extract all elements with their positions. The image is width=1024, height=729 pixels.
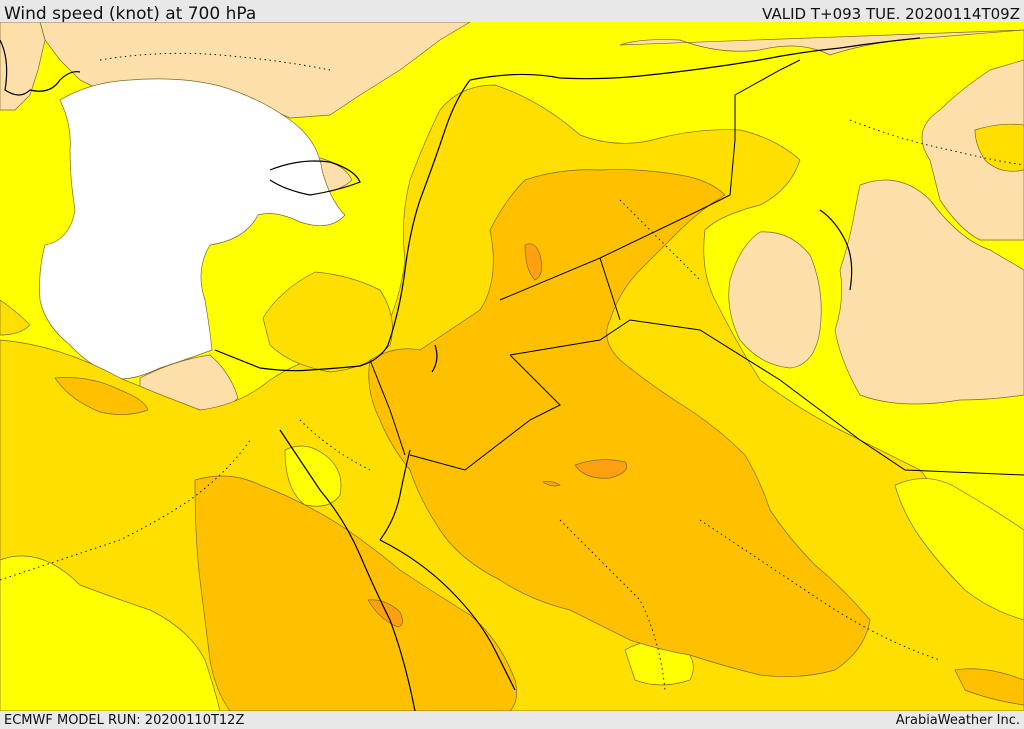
field-verystrong-4: [542, 481, 561, 487]
wind-speed-map[interactable]: [0, 22, 1024, 711]
field-strong-main: [368, 169, 871, 678]
field-low-east: [834, 179, 1024, 405]
field-low-west: [0, 22, 46, 111]
field-strong-nw: [54, 377, 149, 415]
footer-bar: [0, 711, 1024, 729]
admin-borders: [0, 52, 1024, 691]
field-low-iraq: [728, 231, 822, 369]
field-calm-med: [39, 78, 346, 380]
model-run: ECMWF MODEL RUN: 20200110T12Z: [4, 713, 245, 728]
header-bar: Wind speed (knot) at 700 hPa VALID T+093…: [0, 0, 1024, 24]
borders: [369, 59, 1024, 476]
field-moderate-sa: [262, 271, 393, 373]
field-moderate-west: [0, 299, 31, 336]
map-title: Wind speed (knot) at 700 hPa: [4, 4, 257, 24]
field-light-sinai: [284, 445, 342, 507]
field-light-se: [894, 478, 1024, 621]
field-strong-ne: [954, 668, 1024, 706]
field-light-south: [0, 555, 221, 711]
field-verystrong-2: [574, 459, 628, 479]
valid-time: VALID T+093 TUE. 20200114T09Z: [762, 5, 1020, 23]
coastlines: [0, 37, 921, 711]
credit: ArabiaWeather Inc.: [895, 713, 1020, 728]
field-strong-west: [194, 475, 517, 711]
field-verystrong-3: [367, 599, 403, 628]
field-verystrong-1: [524, 243, 542, 281]
field-moderate-ne: [974, 123, 1024, 172]
